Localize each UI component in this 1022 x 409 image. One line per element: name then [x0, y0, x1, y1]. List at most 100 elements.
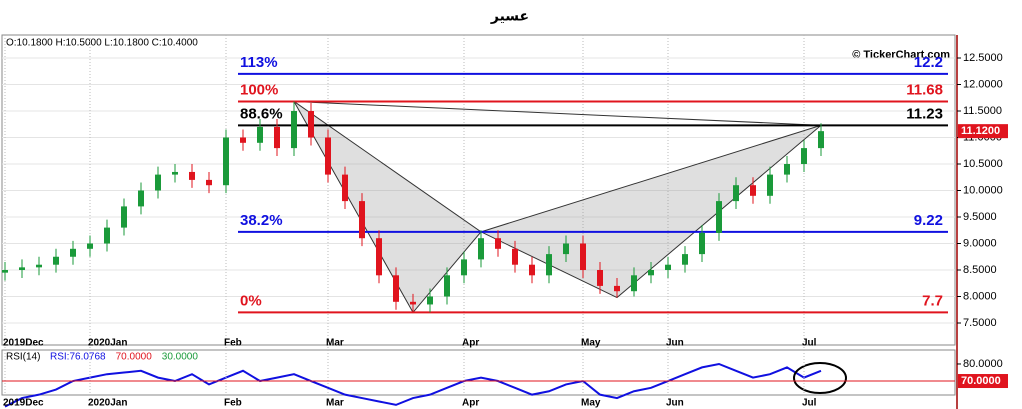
candle-body	[206, 179, 212, 186]
candle-body	[597, 270, 603, 286]
candle-body	[104, 227, 110, 244]
candle-body	[665, 264, 671, 271]
candle-body	[342, 174, 348, 202]
last-price-label: 11.1200	[961, 125, 1000, 137]
y-tick-label: 7.5000	[963, 317, 997, 329]
x-tick-label: 2020Jan	[88, 338, 127, 349]
candle-body	[36, 264, 42, 268]
highlight-circle	[793, 362, 847, 394]
candle-body	[308, 111, 314, 138]
candle-body	[376, 238, 382, 276]
candle-body	[818, 131, 824, 149]
x-tick-label: 2019Dec	[3, 398, 44, 409]
candle-body	[155, 174, 161, 191]
pattern-line	[293, 100, 822, 126]
x-tick-label: 2020Jan	[88, 398, 127, 409]
fib-value: 11.68	[906, 81, 943, 98]
legend-entry: RSI:76.0768	[50, 352, 106, 363]
candle-body	[444, 275, 450, 297]
candle-body	[325, 137, 331, 175]
fib-value: 9.22	[914, 212, 943, 229]
y-tick-label: 80.0000	[963, 358, 1003, 370]
candle-body	[53, 256, 59, 265]
fib-value: 7.7	[922, 292, 943, 309]
fib-label: 113%	[240, 54, 278, 71]
x-tick-label: Jul	[802, 338, 817, 349]
level-label: 70.0000	[961, 375, 1001, 387]
ohlc-label: O:10.1800 H:10.5000 L:10.1800 C:10.4000	[6, 38, 198, 49]
fib-label: 0%	[240, 292, 262, 309]
fib-label: 100%	[240, 81, 278, 98]
candle-body	[699, 232, 705, 255]
candle-body	[291, 111, 297, 149]
candle-body	[631, 275, 637, 292]
candle-body	[410, 301, 416, 305]
last-price-box	[958, 124, 1008, 139]
y-tick-label: 10.0000	[963, 184, 1003, 196]
x-tick-label: Mar	[326, 398, 344, 409]
x-tick-label: Feb	[224, 398, 242, 409]
candle-body	[189, 171, 195, 180]
candle-body	[546, 254, 552, 276]
x-tick-label: Apr	[462, 398, 479, 409]
fib-label: 88.6%	[240, 105, 283, 122]
x-tick-label: Jun	[666, 398, 684, 409]
x-tick-label: Feb	[224, 338, 242, 349]
candle-body	[223, 137, 229, 186]
y-tick-label: 12.0000	[963, 78, 1003, 90]
x-tick-label: Mar	[326, 338, 344, 349]
x-tick-label: Jun	[666, 338, 684, 349]
candle-body	[478, 238, 484, 260]
candle-body	[427, 296, 433, 305]
x-tick-label: 2019Dec	[3, 338, 44, 349]
candle-body	[563, 243, 569, 255]
fib-label: 38.2%	[240, 212, 283, 229]
candle-body	[767, 174, 773, 196]
candle-body	[801, 148, 807, 165]
candle-body	[257, 126, 263, 143]
candle-body	[19, 267, 25, 271]
level-box	[958, 374, 1008, 389]
candle-body	[529, 264, 535, 276]
candle-body	[87, 243, 93, 249]
y-tick-label: 9.0000	[963, 237, 997, 249]
y-tick-label: 10.5000	[963, 158, 1003, 170]
candle-body	[648, 270, 654, 276]
candle-body	[393, 275, 399, 302]
chart-title: عسير	[490, 8, 529, 25]
rsi-line	[4, 362, 822, 408]
x-tick-label: Jul	[802, 398, 817, 409]
candle-body	[733, 185, 739, 202]
candle-body	[359, 201, 365, 239]
y-tick-label: 8.0000	[963, 290, 997, 302]
y-tick-label: 12.5000	[963, 52, 1003, 64]
candle-body	[512, 248, 518, 265]
x-tick-label: May	[581, 398, 601, 409]
candle-body	[2, 270, 8, 273]
legend-entry: 70.0000	[116, 352, 153, 363]
candle-body	[750, 185, 756, 196]
candle-body	[138, 190, 144, 207]
candle-body	[784, 164, 790, 175]
candle-body	[580, 243, 586, 271]
candle-body	[682, 254, 688, 265]
candle-body	[461, 259, 467, 276]
x-tick-label: May	[581, 338, 601, 349]
legend-entry: 30.0000	[162, 352, 199, 363]
candle-body	[495, 238, 501, 249]
x-tick-label: Apr	[462, 338, 479, 349]
candle-body	[614, 285, 620, 292]
candle-body	[172, 171, 178, 175]
fib-value: 11.23	[906, 105, 943, 122]
y-tick-label: 9.5000	[963, 211, 997, 223]
candle-body	[70, 248, 76, 257]
rsi-title: RSI(14)	[6, 352, 40, 363]
candle-body	[716, 201, 722, 233]
fib-value: 12.2	[914, 54, 943, 71]
candle-body	[121, 206, 127, 228]
candle-body	[240, 137, 246, 143]
y-tick-label: 11.5000	[963, 105, 1002, 117]
candle-body	[274, 126, 280, 149]
y-tick-label: 8.5000	[963, 264, 997, 276]
